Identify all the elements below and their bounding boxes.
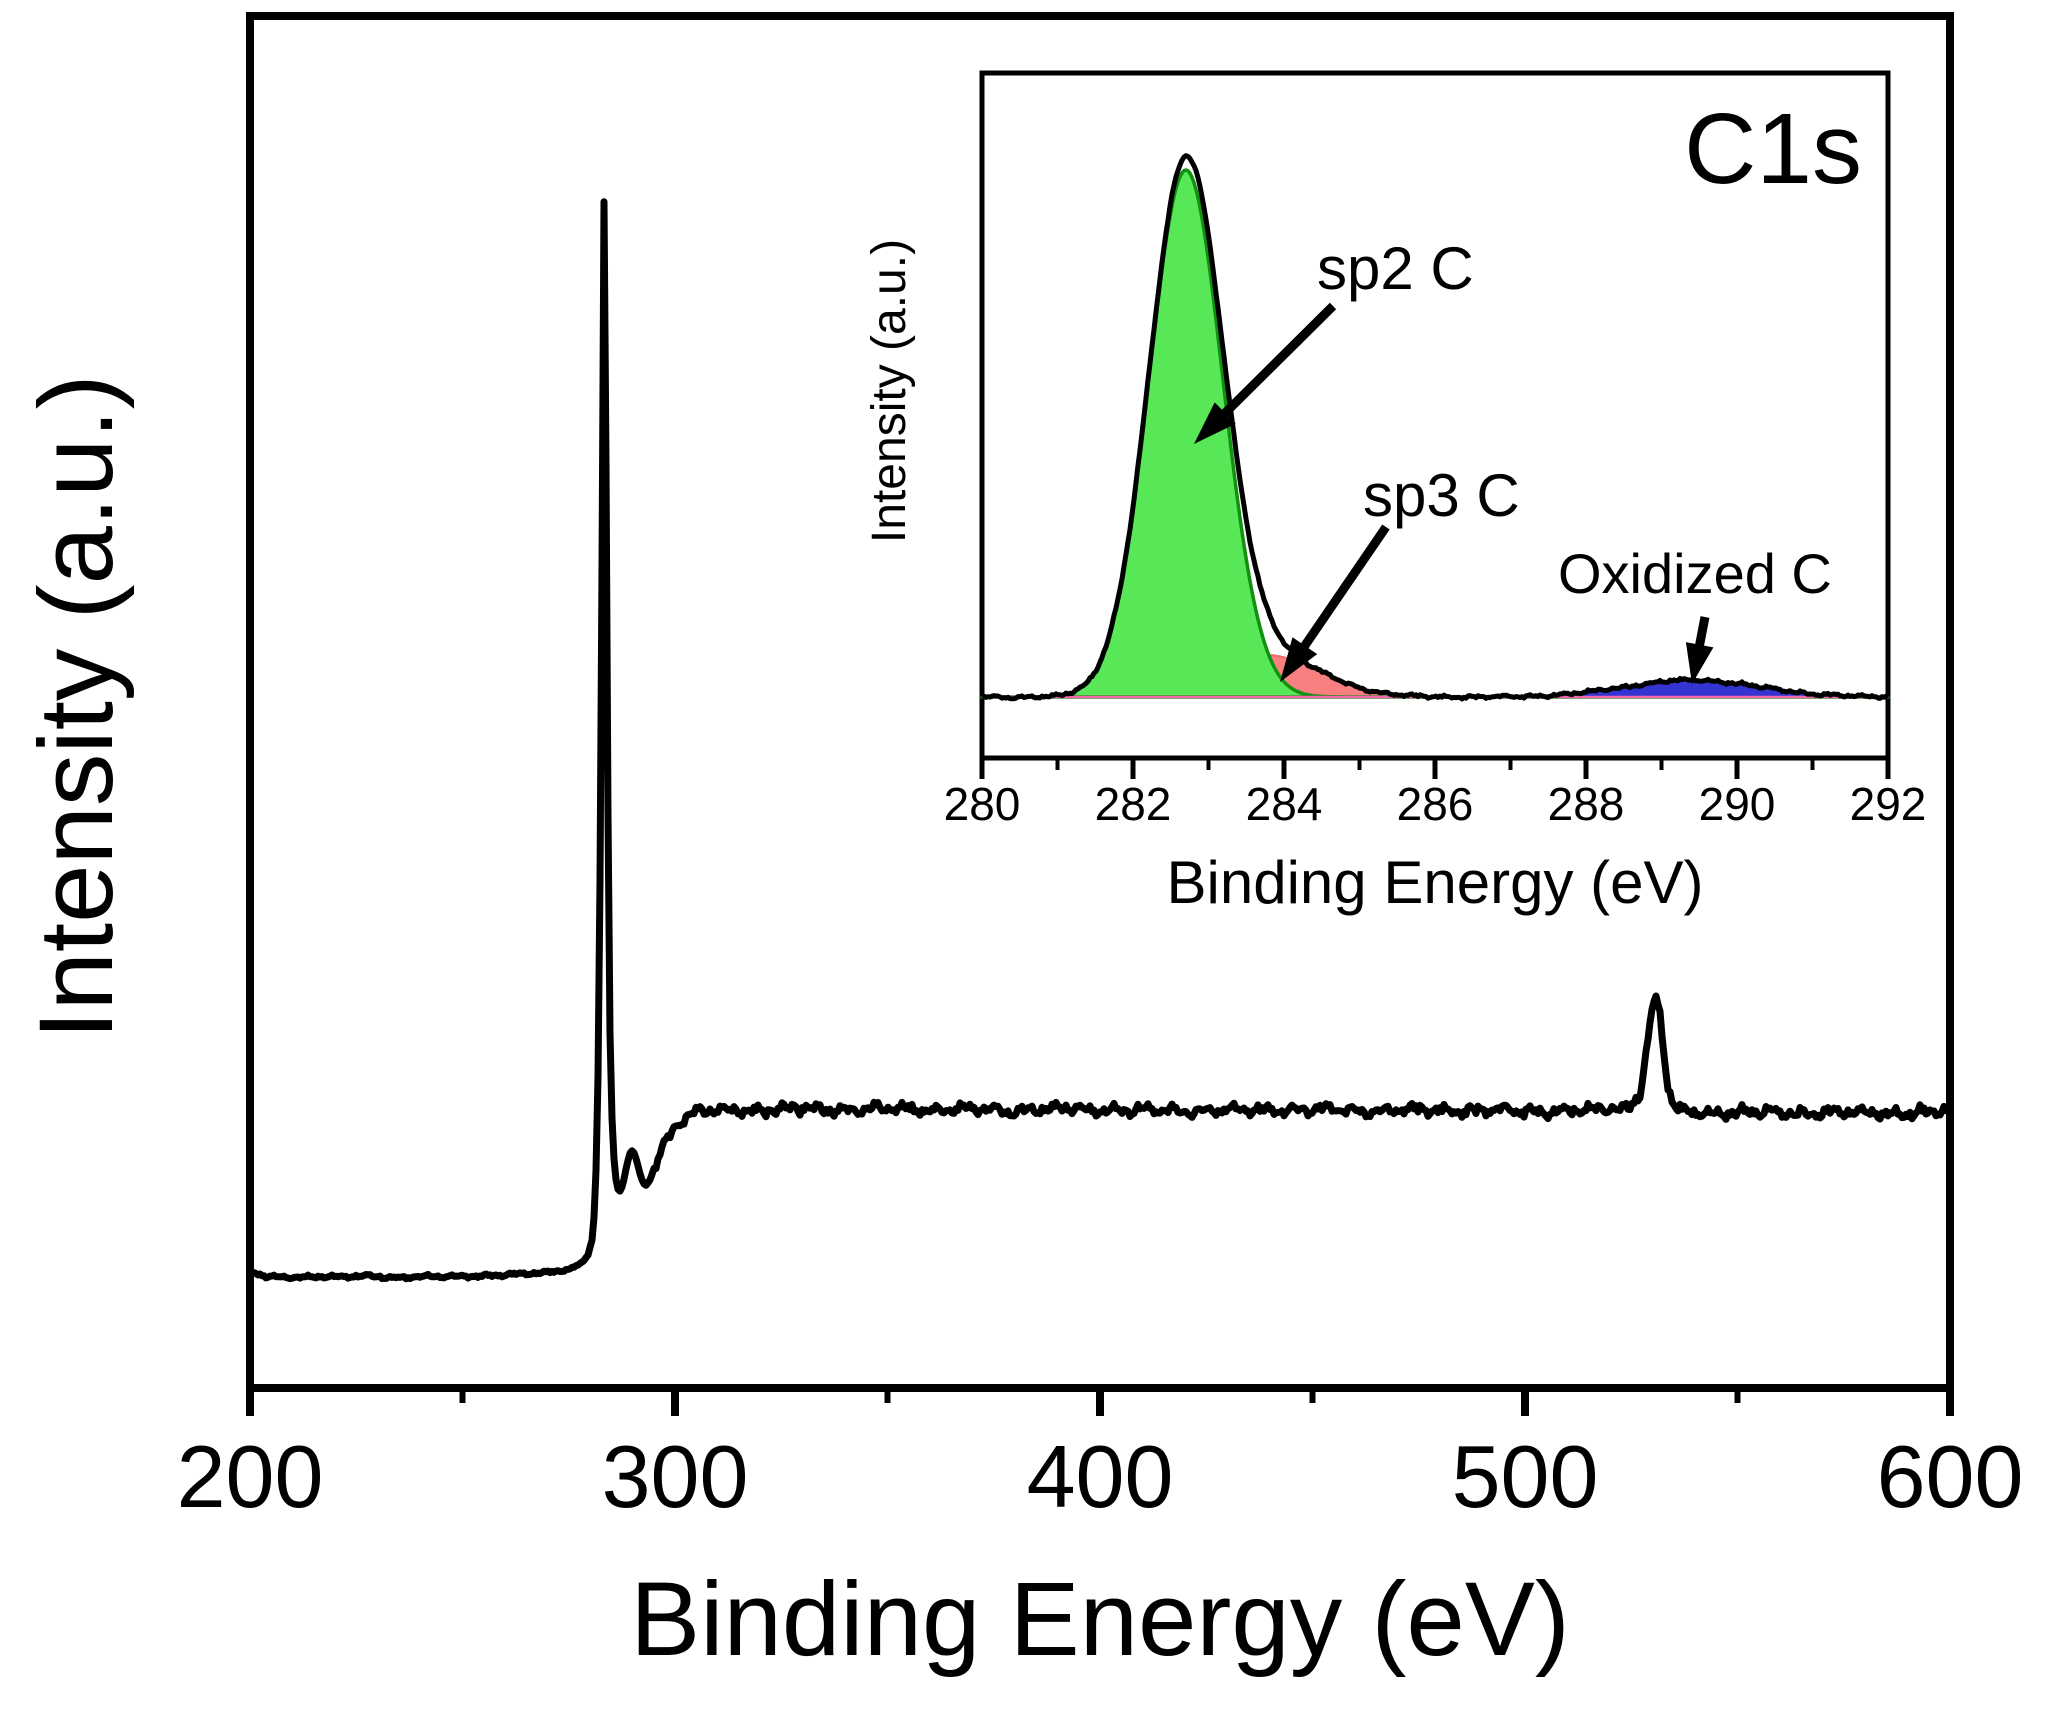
inset-x-tick-label: 280 bbox=[944, 778, 1021, 830]
inset-x-tick-label: 282 bbox=[1095, 778, 1172, 830]
sp2-arrow bbox=[1194, 302, 1337, 444]
sp3-arrow-shaft bbox=[1296, 524, 1390, 655]
main-x-axis-label: Binding Energy (eV) bbox=[630, 1561, 1570, 1678]
sp2-annotation-label: sp2 C bbox=[1317, 235, 1474, 302]
inset-x-tick-label: 290 bbox=[1699, 778, 1776, 830]
main-y-axis-label: Intensity (a.u.) bbox=[18, 374, 135, 1039]
sp3-arrow bbox=[1280, 524, 1390, 682]
inset-x-tick-label: 288 bbox=[1548, 778, 1625, 830]
sp2-arrow-head bbox=[1194, 402, 1236, 444]
x-tick-label: 600 bbox=[1877, 1427, 2024, 1526]
oxidized-annotation-label: Oxidized C bbox=[1558, 542, 1832, 605]
sp3-annotation-label: sp3 C bbox=[1363, 462, 1520, 529]
survey-spectrum-line bbox=[246, 198, 1954, 1283]
inset-title: C1s bbox=[1684, 93, 1862, 205]
x-tick-label: 400 bbox=[1027, 1427, 1174, 1526]
sp3-arrow-head bbox=[1280, 637, 1318, 682]
annotation-arrows bbox=[1194, 302, 1714, 684]
inset-x-tick-label: 292 bbox=[1850, 778, 1927, 830]
inset-plot: 280 282 284 286 288 290 292 C1s sp2 C sp3 C Ox… bbox=[863, 70, 1927, 916]
inset-x-tick-label: 284 bbox=[1246, 778, 1323, 830]
sp2-arrow-shaft bbox=[1216, 302, 1337, 422]
inset-x-tick-label: 286 bbox=[1397, 778, 1474, 830]
oxidized-arrow bbox=[1685, 616, 1714, 684]
x-tick-label: 500 bbox=[1452, 1427, 1599, 1526]
x-tick-label: 200 bbox=[177, 1427, 324, 1526]
inset-x-axis-label: Binding Energy (eV) bbox=[1167, 849, 1704, 916]
x-tick-label: 300 bbox=[602, 1427, 749, 1526]
inset-y-axis-label: Intensity (a.u.) bbox=[863, 239, 916, 543]
oxidized-arrow-head bbox=[1685, 642, 1714, 684]
main-x-axis-ticks: 200 300 400 500 600 bbox=[177, 1388, 2024, 1526]
c1s-envelope-line bbox=[981, 153, 1890, 702]
inset-x-axis-ticks: 280 282 284 286 288 290 292 bbox=[944, 758, 1927, 830]
